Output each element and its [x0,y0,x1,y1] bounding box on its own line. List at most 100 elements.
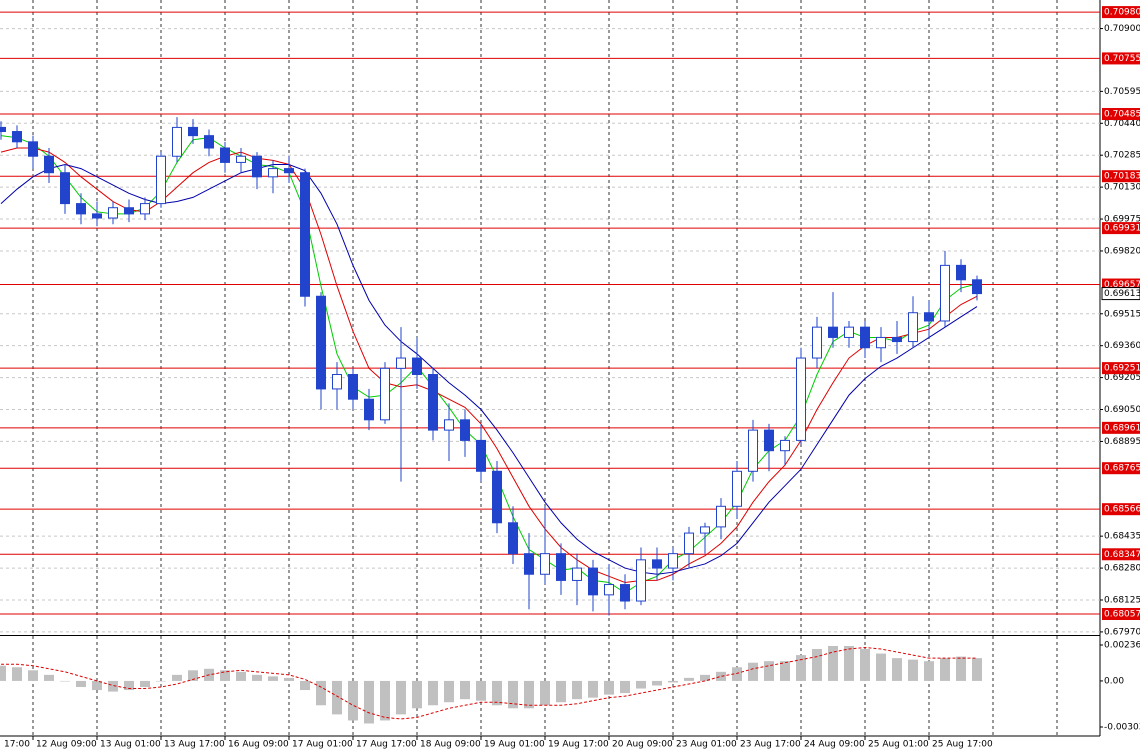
macd-bar [796,655,806,681]
candle-body [892,336,902,343]
macd-bar [908,659,918,681]
candle-body [236,155,246,163]
y-tick-label: 0.70440 [1104,119,1140,129]
candle-body [428,374,438,431]
candle-body [124,207,134,215]
candle-body [44,155,54,174]
candle-body [684,532,694,555]
level-label: 0.69657 [1104,280,1140,290]
x-tick-label: 13 Aug 01:00 [100,740,161,750]
candle-body [748,429,758,472]
macd-bar [252,674,262,681]
x-tick-label: 17 Aug 17:00 [356,740,417,750]
macd-bar [460,680,470,700]
candle-body [476,439,486,472]
macd-bar [268,676,278,681]
candle-body [956,264,966,281]
x-tick-label: 13 Aug 17:00 [164,740,225,750]
level-label-box [1102,462,1140,475]
candle-body [444,419,454,431]
candle-body [92,213,102,219]
last-price-label: 0.69613 [1104,289,1140,299]
y-tick-label: 0.69050 [1104,405,1140,415]
level-label-box [1102,170,1140,183]
y-tick-label: 0.69205 [1104,373,1140,383]
macd-bar [844,645,854,681]
level-label-box [1102,222,1140,235]
macd-bar [748,662,758,681]
level-label-box [1102,108,1140,121]
x-tick-label: 18 Aug 09:00 [420,740,481,750]
y-tick-label: 0.68435 [1104,532,1140,542]
macd-bar [0,665,6,681]
macd-bar [492,680,502,706]
macd-bar [828,645,838,681]
candle-body [492,470,502,524]
candle-body [412,357,422,376]
candle-body [604,584,614,596]
level-label: 0.68057 [1104,609,1140,619]
macd-bar [156,680,166,682]
macd-bar [236,671,246,681]
level-label: 0.70980 [1104,8,1140,18]
macd-bar [140,680,150,688]
level-label-box [1102,362,1140,375]
candle-body [188,126,198,137]
y2-tick-label: -0.00303 [1104,723,1140,733]
macd-bar [556,680,566,703]
candle-body [620,584,630,602]
candle-body [508,522,518,555]
macd-bar [524,680,534,709]
x-tick-label: 19 Aug 01:00 [484,740,545,750]
candle-body [812,326,822,359]
y-tick-label: 0.69975 [1104,215,1140,225]
macd-bar [876,653,886,681]
macd-bar [188,670,198,681]
macd-bar [620,680,630,694]
candle-body [204,135,214,149]
candle-body [172,126,182,157]
macd-bar [396,680,406,715]
candle-body [268,168,278,178]
level-label: 0.70485 [1104,110,1140,120]
candle-body [908,312,918,343]
macd-bar [12,667,22,681]
candle-body [76,203,86,215]
macd-bar [284,677,294,681]
candle-body [732,470,742,507]
candle-body [396,357,406,369]
candle-body [940,264,950,322]
y2-tick-label: 0.002364 [1104,640,1140,650]
macd-bar [92,680,102,691]
macd-bar [572,680,582,700]
macd-bar [76,680,86,688]
y-tick-label: 0.68280 [1104,564,1140,574]
macd-bar [476,680,486,701]
candle-body [668,553,678,569]
y-tick-label: 0.70900 [1104,24,1140,34]
macd-bar [220,670,230,681]
macd-bar [684,677,694,681]
candle-body [140,203,150,215]
macd-bar [316,680,326,706]
candle-body [156,155,166,205]
macd-bar [124,680,134,691]
candle-body [524,553,534,575]
y-tick-label: 0.69515 [1104,309,1140,319]
x-tick-label: 17 Aug 01:00 [292,740,353,750]
candle-body [876,336,886,349]
y2-tick-label: 0.00 [1104,676,1124,686]
y-tick-label: 0.67970 [1104,627,1140,637]
macd-bar [28,670,38,681]
macd-bar [812,649,822,681]
macd-bar [892,658,902,681]
candle-body [60,172,70,205]
level-label-box [1102,607,1140,620]
level-label: 0.70755 [1104,54,1140,64]
level-label: 0.68347 [1104,550,1140,560]
x-tick-label: 20 Aug 09:00 [612,740,673,750]
y-tick-label: 0.70285 [1104,151,1140,161]
macd-bar [348,680,358,721]
level-label-box [1102,421,1140,434]
